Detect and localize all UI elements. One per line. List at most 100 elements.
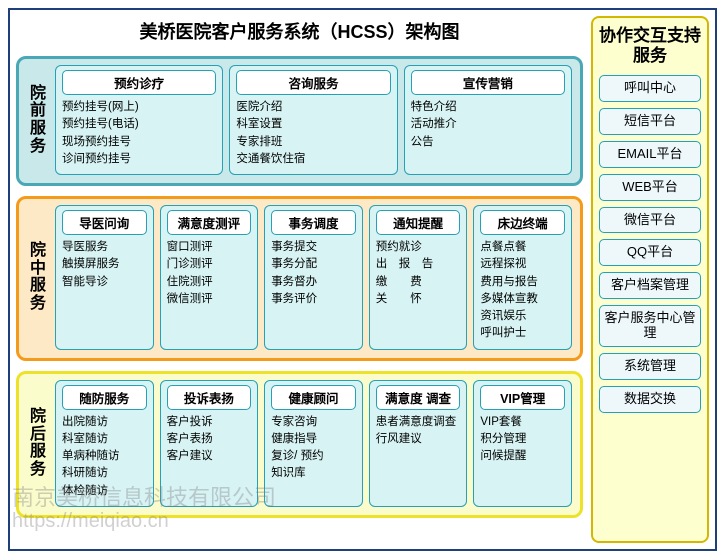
- card-item: VIP套餐: [480, 414, 565, 431]
- card: 随防服务出院随访科室随访单病种随访科研随访体检随访: [55, 380, 154, 507]
- card-item: 预约挂号(电话): [62, 116, 216, 133]
- card: VIP管理 VIP套餐积分管理问候提醒: [473, 380, 572, 507]
- card-item: 资讯娱乐: [480, 308, 565, 325]
- side-item: 客户服务中心管理: [599, 305, 701, 347]
- card-item: 微信测评: [167, 291, 252, 308]
- card-items: 预约挂号(网上)预约挂号(电话)现场预约挂号诊间预约挂号: [62, 99, 216, 168]
- card: 满意度 调查患者满意度调查行风建议: [369, 380, 468, 507]
- card-item: 交通餐饮住宿: [236, 151, 390, 168]
- card-items: 特色介绍活动推介公告: [411, 99, 565, 151]
- card-item: 诊间预约挂号: [62, 151, 216, 168]
- card: 满意度测评窗口测评门诊测评住院测评微信测评: [160, 205, 259, 350]
- card-items: 专家咨询健康指导复诊/ 预约知识库: [271, 414, 356, 483]
- card-item: 智能导诊: [62, 274, 147, 291]
- card-item: 专家咨询: [271, 414, 356, 431]
- card-header: 满意度测评: [167, 210, 252, 235]
- cards-row: 导医问询导医服务触摸屏服务智能导诊满意度测评窗口测评门诊测评住院测评微信测评事务…: [55, 205, 572, 350]
- card-item: 现场预约挂号: [62, 134, 216, 151]
- card-item: 事务评价: [271, 291, 356, 308]
- card-item: 多媒体宣教: [480, 291, 565, 308]
- stage-0: 院前服务预约诊疗预约挂号(网上)预约挂号(电话)现场预约挂号诊间预约挂号咨询服务…: [16, 56, 583, 186]
- card-item: 活动推介: [411, 116, 565, 133]
- card-item: 远程探视: [480, 256, 565, 273]
- card-header: 导医问询: [62, 210, 147, 235]
- card-header: 投诉表扬: [167, 385, 252, 410]
- diagram-frame: 美桥医院客户服务系统（HCSS）架构图 院前服务预约诊疗预约挂号(网上)预约挂号…: [8, 8, 717, 551]
- side-item: 系统管理: [599, 353, 701, 380]
- card-item: 窗口测评: [167, 239, 252, 256]
- card-item: 体检随访: [62, 483, 147, 500]
- stage-label: 院前服务: [27, 85, 49, 155]
- card-item: 知识库: [271, 465, 356, 482]
- cards-row: 预约诊疗预约挂号(网上)预约挂号(电话)现场预约挂号诊间预约挂号咨询服务医院介绍…: [55, 65, 572, 175]
- card-item: 出院随访: [62, 414, 147, 431]
- card-header: 满意度 调查: [376, 385, 461, 410]
- card-item: 医院介绍: [236, 99, 390, 116]
- side-item: 呼叫中心: [599, 75, 701, 102]
- card: 通知提醒预约就诊出 报 告缴 费关 怀: [369, 205, 468, 350]
- card-item: 客户表扬: [167, 431, 252, 448]
- card-items: 预约就诊出 报 告缴 费关 怀: [376, 239, 461, 308]
- card-item: 积分管理: [480, 431, 565, 448]
- card-item: 呼叫护士: [480, 325, 565, 342]
- card: 导医问询导医服务触摸屏服务智能导诊: [55, 205, 154, 350]
- stage-2: 院后服务随防服务出院随访科室随访单病种随访科研随访体检随访投诉表扬客户投诉客户表…: [16, 371, 583, 518]
- card-items: VIP套餐积分管理问候提醒: [480, 414, 565, 466]
- card-header: 健康顾问: [271, 385, 356, 410]
- card: 预约诊疗预约挂号(网上)预约挂号(电话)现场预约挂号诊间预约挂号: [55, 65, 223, 175]
- card-item: 预约就诊: [376, 239, 461, 256]
- card-items: 出院随访科室随访单病种随访科研随访体检随访: [62, 414, 147, 500]
- main-column: 美桥医院客户服务系统（HCSS）架构图 院前服务预约诊疗预约挂号(网上)预约挂号…: [16, 16, 583, 543]
- card: 投诉表扬客户投诉客户表扬客户建议: [160, 380, 259, 507]
- card-items: 窗口测评门诊测评住院测评微信测评: [167, 239, 252, 308]
- card: 事务调度事务提交事务分配事务督办事务评价: [264, 205, 363, 350]
- card: 床边终端点餐点餐远程探视费用与报告多媒体宣教资讯娱乐呼叫护士: [473, 205, 572, 350]
- card-item: 出 报 告: [376, 256, 461, 273]
- card-item: 专家排班: [236, 134, 390, 151]
- diagram-title: 美桥医院客户服务系统（HCSS）架构图: [16, 16, 583, 48]
- card: 健康顾问专家咨询健康指导复诊/ 预约知识库: [264, 380, 363, 507]
- side-item: EMAIL平台: [599, 141, 701, 168]
- card-item: 预约挂号(网上): [62, 99, 216, 116]
- card-header: 事务调度: [271, 210, 356, 235]
- card: 宣传营销特色介绍活动推介公告: [404, 65, 572, 175]
- card-item: 公告: [411, 134, 565, 151]
- card-item: 事务提交: [271, 239, 356, 256]
- card-header: 咨询服务: [236, 70, 390, 95]
- card-items: 医院介绍科室设置专家排班交通餐饮住宿: [236, 99, 390, 168]
- card-item: 事务分配: [271, 256, 356, 273]
- card-item: 点餐点餐: [480, 239, 565, 256]
- card-item: 客户建议: [167, 448, 252, 465]
- side-item: 短信平台: [599, 108, 701, 135]
- side-item: WEB平台: [599, 174, 701, 201]
- side-item: 微信平台: [599, 207, 701, 234]
- stage-label: 院中服务: [27, 242, 49, 312]
- card-header: 床边终端: [480, 210, 565, 235]
- card-items: 事务提交事务分配事务督办事务评价: [271, 239, 356, 308]
- card-item: 缴 费: [376, 274, 461, 291]
- card-item: 触摸屏服务: [62, 256, 147, 273]
- card-item: 科室随访: [62, 431, 147, 448]
- card-item: 复诊/ 预约: [271, 448, 356, 465]
- card-header: 预约诊疗: [62, 70, 216, 95]
- card-item: 问候提醒: [480, 448, 565, 465]
- card-item: 行风建议: [376, 431, 461, 448]
- cards-row: 随防服务出院随访科室随访单病种随访科研随访体检随访投诉表扬客户投诉客户表扬客户建…: [55, 380, 572, 507]
- card-item: 特色介绍: [411, 99, 565, 116]
- card-item: 科室设置: [236, 116, 390, 133]
- card-item: 门诊测评: [167, 256, 252, 273]
- card-items: 客户投诉客户表扬客户建议: [167, 414, 252, 466]
- card-item: 关 怀: [376, 291, 461, 308]
- card-items: 患者满意度调查行风建议: [376, 414, 461, 449]
- card-header: 宣传营销: [411, 70, 565, 95]
- card-header: 随防服务: [62, 385, 147, 410]
- card: 咨询服务医院介绍科室设置专家排班交通餐饮住宿: [229, 65, 397, 175]
- side-item: 客户档案管理: [599, 272, 701, 299]
- card-items: 点餐点餐远程探视费用与报告多媒体宣教资讯娱乐呼叫护士: [480, 239, 565, 343]
- side-column: 协作交互支持服务 呼叫中心短信平台 EMAIL平台 WEB平台微信平台 QQ平台客户档…: [591, 16, 709, 543]
- card-header: VIP管理: [480, 385, 565, 410]
- card-item: 客户投诉: [167, 414, 252, 431]
- card-header: 通知提醒: [376, 210, 461, 235]
- side-item: QQ平台: [599, 239, 701, 266]
- side-title: 协作交互支持服务: [599, 24, 701, 69]
